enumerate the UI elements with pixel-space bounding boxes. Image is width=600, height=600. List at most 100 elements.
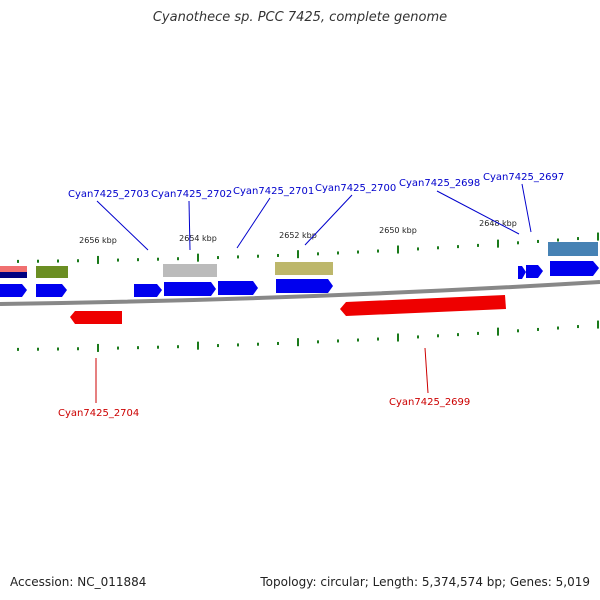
gene-label-2701[interactable]: Cyan7425_2701 [233,186,314,197]
minor-tick [417,335,419,339]
minor-tick [217,256,219,260]
ruler-label-2656: 2656 kbp [79,236,117,245]
minor-tick [357,338,359,342]
feature-track [0,242,598,278]
ruler-label-2654: 2654 kbp [179,234,217,243]
minor-tick [57,347,59,351]
minor-tick [337,339,339,343]
forward-gene-arrow[interactable] [36,284,67,297]
reverse-genes [70,295,506,324]
reverse-gene-arrow[interactable] [70,311,122,324]
genome-summary-text: Topology: circular; Length: 5,374,574 bp… [260,575,590,589]
major-tick [497,239,499,248]
minor-tick [137,346,139,350]
minor-tick [157,257,159,261]
upper-tick-row [17,232,599,264]
minor-tick [517,241,519,245]
minor-tick [37,347,39,351]
minor-tick [117,258,119,262]
minor-tick [177,257,179,261]
gene-label-2704[interactable]: Cyan7425_2704 [58,408,139,419]
minor-tick [377,249,379,253]
minor-tick [537,239,539,243]
minor-tick [77,347,79,351]
forward-gene-arrow[interactable] [518,266,526,279]
minor-tick [557,238,559,242]
minor-tick [317,340,319,344]
genome-backbone [0,280,600,306]
minor-tick [577,237,579,241]
minor-tick [337,251,339,255]
feature-block-gray[interactable] [163,264,217,277]
minor-tick [317,252,319,256]
major-tick [197,253,199,262]
reverse-gene-arrow[interactable] [340,295,506,316]
map-title: Cyanothece sp. PCC 7425, complete genome [152,10,448,25]
feature-block-steelblue[interactable] [548,242,598,256]
gene-label-2700[interactable]: Cyan7425_2700 [315,183,396,194]
major-tick [497,327,499,336]
minor-tick [577,325,579,329]
major-tick [297,250,299,259]
gene-label-2698[interactable]: Cyan7425_2698 [399,178,480,189]
minor-tick [537,327,539,331]
major-tick [97,255,99,264]
minor-tick [257,342,259,346]
ruler-label-2652: 2652 kbp [279,231,317,240]
gene-label-2703[interactable]: Cyan7425_2703 [68,189,149,200]
gene-label-2697[interactable]: Cyan7425_2697 [483,172,564,183]
forward-gene-arrow[interactable] [0,284,27,297]
minor-tick [237,343,239,347]
forward-gene-arrow[interactable] [550,261,599,276]
minor-tick [457,245,459,249]
gene-label-2699[interactable]: Cyan7425_2699 [389,397,470,408]
gene-label-2702[interactable]: Cyan7425_2702 [151,189,232,200]
forward-gene-arrow[interactable] [218,281,258,295]
minor-tick [437,334,439,338]
ruler-label-2650: 2650 kbp [379,226,417,235]
major-tick [197,341,199,350]
major-tick [397,245,399,254]
minor-tick [477,243,479,247]
feature-block-olive[interactable] [36,266,68,278]
forward-genes [0,261,599,297]
accession-text: Accession: NC_011884 [10,575,147,589]
callout-lines [95,183,532,403]
minor-tick [37,259,39,263]
minor-tick [157,345,159,349]
minor-tick [137,258,139,262]
minor-tick [357,250,359,254]
minor-tick [117,346,119,350]
major-tick [297,338,299,347]
minor-tick [377,337,379,341]
major-tick [97,343,99,352]
minor-tick [177,345,179,349]
minor-tick [217,344,219,348]
forward-gene-arrow[interactable] [134,284,162,297]
minor-tick [477,331,479,335]
minor-tick [237,255,239,259]
minor-tick [277,253,279,257]
minor-tick [77,259,79,263]
major-tick [597,232,599,241]
minor-tick [17,259,19,263]
feature-block-salmon[interactable] [0,266,27,272]
major-tick [397,333,399,342]
forward-gene-arrow[interactable] [526,265,543,278]
forward-gene-arrow[interactable] [276,279,333,293]
minor-tick [437,246,439,250]
feature-block-khaki[interactable] [275,262,333,275]
minor-tick [277,341,279,345]
lower-tick-row [17,320,599,352]
major-tick [597,320,599,329]
forward-gene-arrow[interactable] [164,282,216,296]
minor-tick [57,259,59,263]
minor-tick [17,347,19,351]
minor-tick [457,333,459,337]
minor-tick [557,326,559,330]
minor-tick [517,329,519,333]
minor-tick [417,247,419,251]
minor-tick [257,254,259,258]
feature-block-navy[interactable] [0,272,27,278]
